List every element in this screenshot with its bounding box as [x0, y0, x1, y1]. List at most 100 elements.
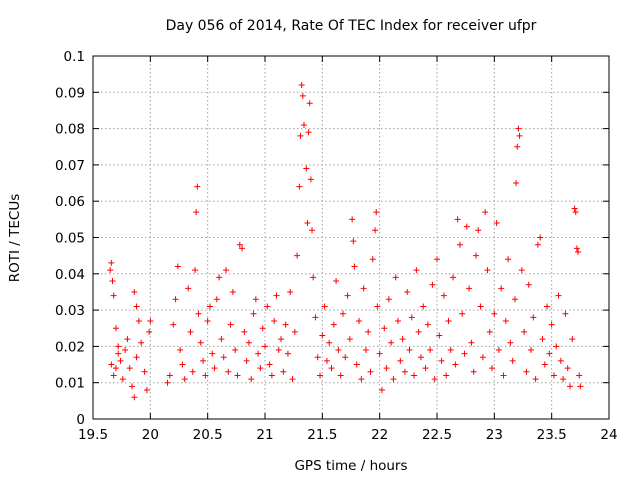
data-point — [211, 365, 218, 372]
y-tick-label: 0.07 — [55, 158, 85, 174]
data-point — [523, 368, 530, 375]
data-point — [537, 234, 544, 241]
data-point — [339, 310, 346, 317]
data-point — [278, 336, 285, 343]
data-point — [550, 372, 557, 379]
data-point — [321, 303, 328, 310]
data-point — [450, 274, 457, 281]
data-point — [112, 325, 119, 332]
data-point — [401, 368, 408, 375]
data-point — [252, 296, 259, 303]
y-tick-label: 0.05 — [55, 231, 85, 247]
plot-frame — [92, 55, 610, 420]
y-axis-label: ROTI / TECUs — [7, 194, 23, 282]
data-point — [194, 183, 201, 190]
data-point — [234, 372, 241, 379]
data-point — [349, 216, 356, 223]
data-point — [117, 357, 124, 364]
y-tick-label: 0.03 — [55, 303, 85, 319]
data-point — [436, 332, 443, 339]
data-point — [411, 372, 418, 379]
data-point — [573, 245, 580, 252]
data-point — [367, 368, 374, 375]
data-point — [259, 325, 266, 332]
data-point — [567, 383, 574, 390]
data-point — [484, 267, 491, 274]
data-point — [115, 350, 122, 357]
data-point — [443, 372, 450, 379]
data-point — [110, 292, 117, 299]
data-point — [236, 241, 243, 248]
data-point — [360, 285, 367, 292]
data-point — [541, 361, 548, 368]
y-tick-label: 0.1 — [64, 49, 85, 65]
data-point — [447, 347, 454, 354]
data-point — [397, 357, 404, 364]
data-point — [525, 281, 532, 288]
data-point — [479, 354, 486, 361]
x-tick-label: 20 — [142, 427, 159, 443]
x-axis-label: GPS time / hours — [294, 458, 407, 474]
data-point — [164, 379, 171, 386]
data-point — [257, 365, 264, 372]
data-point — [287, 288, 294, 295]
data-point — [445, 317, 452, 324]
data-point — [280, 368, 287, 375]
data-point — [385, 296, 392, 303]
data-point — [516, 132, 523, 139]
data-point — [489, 365, 496, 372]
data-point — [304, 219, 311, 226]
data-point — [518, 267, 525, 274]
data-point — [424, 321, 431, 328]
data-point — [344, 292, 351, 299]
data-point — [498, 285, 505, 292]
data-point — [511, 296, 518, 303]
x-tick-label: 20.5 — [193, 427, 223, 443]
data-point — [406, 347, 413, 354]
data-point — [555, 292, 562, 299]
data-point — [429, 281, 436, 288]
data-point — [362, 347, 369, 354]
data-point — [218, 336, 225, 343]
data-point — [126, 365, 133, 372]
data-point — [342, 354, 349, 361]
data-point — [514, 143, 521, 150]
data-point — [557, 357, 564, 364]
data-point — [482, 209, 489, 216]
y-tick-labels: 0 0.01 0.02 0.03 0.04 0.05 0.06 0.07 0.08 0.09 0.1 — [55, 49, 85, 428]
data-points — [107, 82, 584, 401]
data-point — [229, 288, 236, 295]
data-point — [544, 303, 551, 310]
data-point — [122, 347, 129, 354]
data-point — [576, 372, 583, 379]
data-point — [417, 354, 424, 361]
data-point — [243, 357, 250, 364]
data-point — [250, 310, 257, 317]
data-point — [133, 303, 140, 310]
data-point — [383, 365, 390, 372]
data-point — [275, 347, 282, 354]
data-point — [108, 361, 115, 368]
data-point — [289, 376, 296, 383]
data-point — [468, 339, 475, 346]
data-point — [135, 317, 142, 324]
data-point — [333, 278, 340, 285]
data-point — [209, 350, 216, 357]
data-point — [434, 256, 440, 263]
data-point — [300, 121, 307, 128]
data-point — [138, 339, 145, 346]
data-point — [553, 343, 560, 350]
x-tick-label: 21 — [256, 427, 273, 443]
data-point — [306, 100, 313, 107]
data-point — [365, 328, 372, 335]
data-point — [314, 354, 321, 361]
data-point — [131, 394, 138, 401]
data-point — [131, 288, 138, 295]
data-point — [466, 285, 473, 292]
data-point — [515, 125, 522, 132]
y-tick-label: 0.06 — [55, 194, 85, 210]
data-point — [475, 227, 482, 234]
data-point — [337, 372, 344, 379]
x-tick-label: 23.5 — [537, 427, 567, 443]
